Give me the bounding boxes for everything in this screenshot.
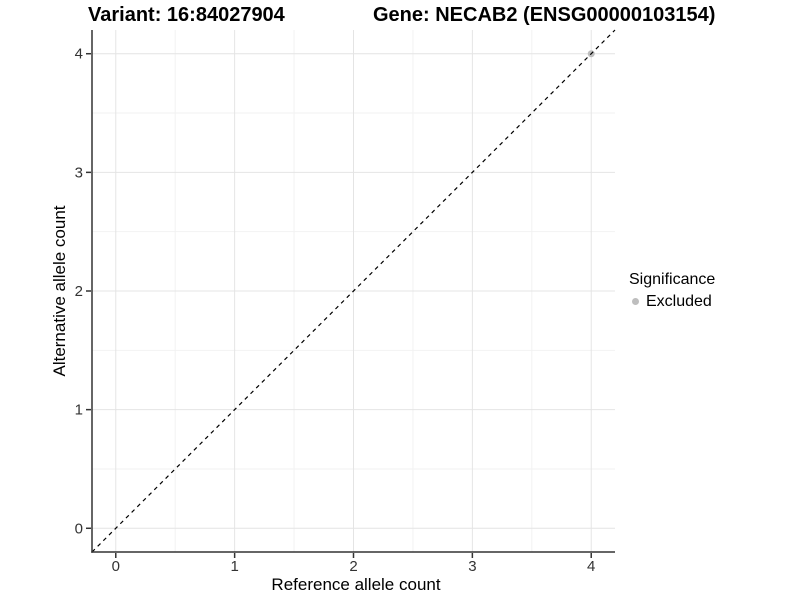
plot-title-gene: Gene: NECAB2 (ENSG00000103154) <box>373 4 716 26</box>
legend-item: Excluded <box>632 292 715 311</box>
x-axis-title: Reference allele count <box>271 575 441 594</box>
y-axis-title: Alternative allele count <box>50 205 69 377</box>
y-tick-label: 1 <box>75 402 83 419</box>
plot-title-variant: Variant: 16:84027904 <box>88 4 285 26</box>
y-tick-label: 2 <box>75 283 83 300</box>
legend-items: Excluded <box>629 292 715 311</box>
x-tick-label: 4 <box>587 558 595 575</box>
x-tick-label: 1 <box>230 558 238 575</box>
y-tick-label: 3 <box>75 164 83 181</box>
y-tick-label: 0 <box>75 520 83 537</box>
legend-point-icon <box>632 298 639 305</box>
x-tick-label: 3 <box>468 558 476 575</box>
legend-item-label: Excluded <box>646 293 712 310</box>
x-tick-label: 2 <box>349 558 357 575</box>
legend-title: Significance <box>629 271 716 288</box>
x-tick-label: 0 <box>112 558 120 575</box>
legend: Significance Excluded <box>629 270 715 311</box>
identity-line <box>91 29 616 553</box>
y-tick-label: 4 <box>75 46 83 63</box>
